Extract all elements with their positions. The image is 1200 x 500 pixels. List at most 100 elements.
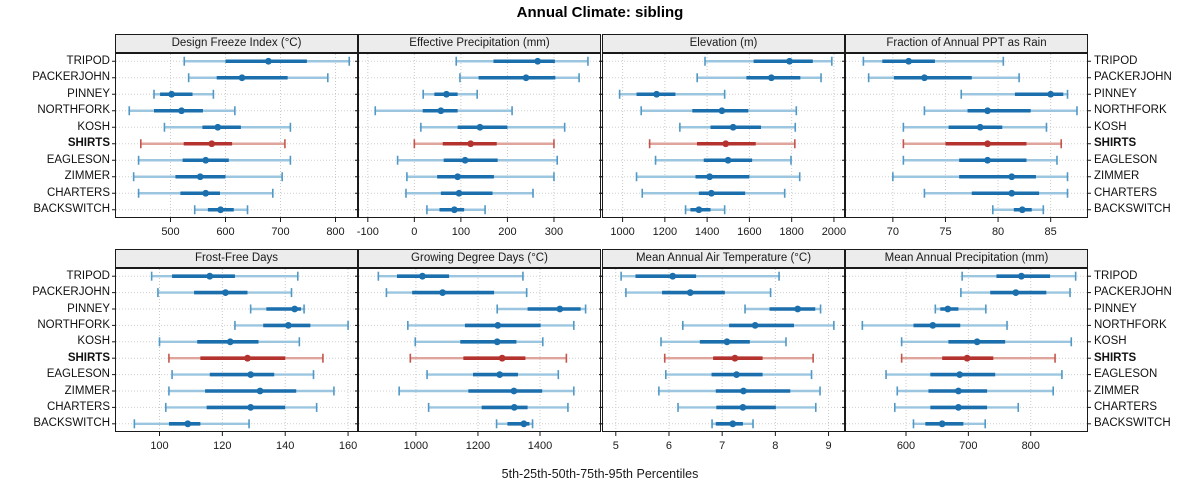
median-dot	[455, 189, 463, 197]
panel-growing-degree-days-c: Growing Degree Days (°C) 1000 1200 1400	[355, 249, 604, 456]
whisker-row-tripod	[620, 271, 780, 281]
panel-plot-growing-degree-days-c: 1000 1200 1400	[355, 268, 604, 452]
whisker-row-tripod	[150, 271, 299, 281]
median-dot	[938, 420, 946, 428]
median-dot	[1018, 206, 1026, 214]
axis-tick-label: 100	[452, 226, 470, 238]
axis-tick-label: 75	[939, 226, 951, 238]
site-label-right-charters: CHARTERS	[1094, 186, 1158, 199]
median-dot	[751, 322, 759, 329]
panel-plot-effective-precipitation-mm: -100 0 100 200 300	[355, 53, 604, 238]
whisker-row-shirts	[663, 353, 814, 363]
median-dot	[196, 173, 204, 181]
median-dot	[522, 74, 530, 82]
axis-tick-label: 6	[666, 440, 672, 452]
whisker-row-charters	[677, 402, 817, 412]
median-dot	[724, 156, 732, 164]
whisker-row-kosh	[420, 122, 566, 132]
whisker-row-backswitch	[992, 205, 1045, 215]
panel-title-frost-free-days: Frost-Free Days	[115, 249, 358, 268]
whisker-row-charters	[137, 188, 274, 198]
median-dot	[984, 107, 991, 115]
median-dot	[461, 156, 469, 164]
axis-tick-label: 160	[339, 440, 357, 452]
panel-border	[358, 53, 601, 218]
axis-tick-label: 1800	[779, 226, 803, 238]
median-dot	[963, 354, 971, 362]
site-label-right-eagleson: EAGLESON	[1094, 368, 1158, 381]
site-label-left-zimmer: ZIMMER	[64, 170, 110, 183]
whisker-row-shirts	[648, 139, 796, 149]
whisker-row-charters	[405, 188, 534, 198]
median-dot	[419, 272, 426, 280]
whisker-row-kosh	[679, 122, 797, 132]
panel-plot-fraction-of-annual-ppt-as-rain: 70 75 80 85	[842, 53, 1091, 238]
whisker-row-pinney	[422, 89, 478, 99]
median-dot	[706, 173, 714, 181]
axis-tick-label: 700	[959, 440, 977, 452]
site-label-left-shirts: SHIRTS	[67, 137, 110, 150]
whisker-row-zimmer	[635, 172, 801, 182]
panel-border	[115, 268, 358, 432]
site-label-right-shirts: SHIRTS	[1094, 137, 1137, 150]
whisker-row-packerjohn	[385, 288, 528, 298]
site-label-left-northfork: NORTHFORK	[37, 104, 110, 117]
median-dot	[206, 272, 214, 280]
median-dot	[256, 387, 264, 395]
axis-tick-label: 1000	[610, 226, 634, 238]
median-dot	[718, 107, 726, 115]
site-label-right-northfork: NORTHFORK	[1094, 318, 1167, 331]
whisker-row-northfork	[682, 320, 835, 330]
whisker-row-charters	[641, 188, 786, 198]
whisker-row-northfork	[923, 106, 1078, 116]
whisker-row-zimmer	[406, 172, 555, 182]
whisker-row-charters	[164, 402, 318, 412]
site-label-left-packerjohn: PACKERJOHN	[32, 71, 110, 84]
site-label-right-packerjohn: PACKERJOHN	[1094, 286, 1172, 299]
axis-tick-label: 800	[1022, 440, 1040, 452]
axis-tick-label: 7	[719, 440, 725, 452]
whisker-row-kosh	[414, 337, 544, 347]
whisker-row-packerjohn	[867, 73, 1020, 83]
whisker-row-zimmer	[658, 386, 821, 396]
median-dot	[226, 338, 234, 346]
panel-plot-mean-annual-air-temperature-c: 5 6 7 8 9	[599, 268, 848, 452]
axis-tick-label: 0	[411, 226, 417, 238]
axis-tick-label: 5	[613, 440, 619, 452]
whisker-row-eagleson	[902, 155, 1058, 165]
x-axis-caption: 5th-25th-50th-75th-95th Percentiles	[501, 467, 699, 481]
whisker-row-pinney	[496, 304, 587, 314]
axis-tick-label: 120	[213, 440, 231, 452]
panel-fraction-of-annual-ppt-as-rain: Fraction of Annual PPT as Rain 70 75 80 85	[842, 34, 1091, 242]
median-dot	[510, 404, 518, 411]
axis-tick-label: 600	[897, 440, 915, 452]
median-dot	[265, 57, 272, 65]
median-dot	[284, 322, 292, 329]
panel-plot-elevation-m: 1000 1200 1400 1600 1800 2000	[599, 53, 848, 238]
whisker-row-pinney	[744, 304, 822, 314]
median-dot	[695, 206, 703, 214]
axis-tick-label: 70	[887, 226, 899, 238]
whisker-row-packerjohn	[960, 288, 1071, 298]
median-dot	[973, 338, 981, 346]
site-label-right-zimmer: ZIMMER	[1094, 170, 1140, 183]
panel-border	[845, 268, 1088, 432]
whisker-row-eagleson	[396, 155, 559, 165]
whisker-row-packerjohn	[187, 73, 329, 83]
site-label-right-backswitch: BACKSWITCH	[1094, 417, 1171, 430]
site-label-right-packerjohn: PACKERJOHN	[1094, 71, 1172, 84]
chart-title: Annual Climate: sibling	[516, 4, 684, 21]
axis-tick-label: 8	[772, 440, 778, 452]
site-label-left-packerjohn: PACKERJOHN	[32, 286, 110, 299]
whisker-row-kosh	[900, 337, 1073, 347]
whisker-row-shirts	[900, 353, 1056, 363]
median-dot	[494, 322, 502, 329]
median-dot	[1012, 289, 1020, 296]
axis-tick-label: 1200	[653, 226, 677, 238]
site-label-left-zimmer: ZIMMER	[64, 384, 110, 397]
panel-title-growing-degree-days-c: Growing Degree Days (°C)	[358, 249, 601, 268]
median-dot	[707, 189, 715, 197]
median-dot	[208, 140, 216, 148]
median-dot	[984, 140, 991, 148]
median-dot	[476, 123, 484, 131]
